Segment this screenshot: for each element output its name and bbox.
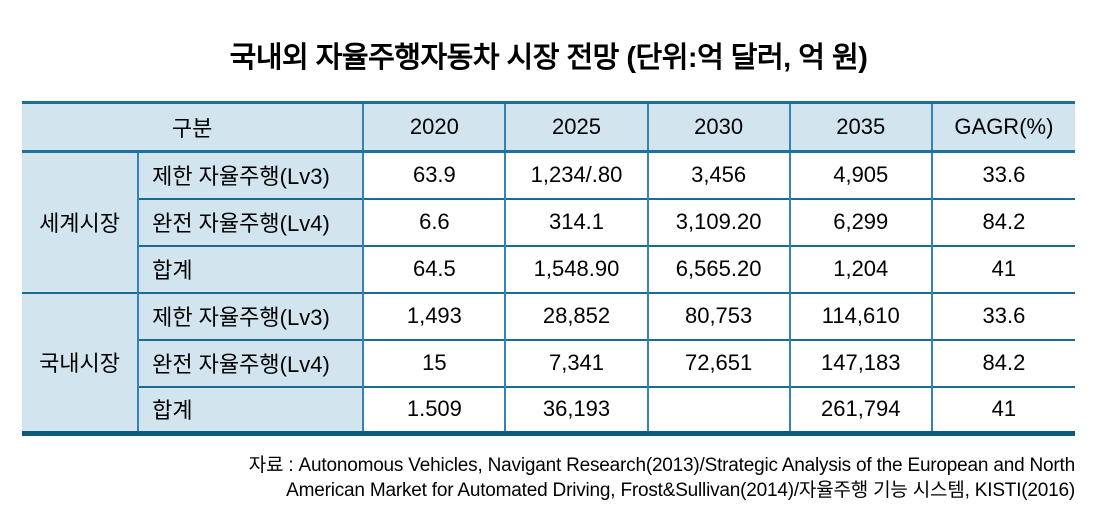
- header-row: 구분 2020 2025 2030 2035 GAGR(%): [22, 102, 1075, 153]
- cell-value: 1,234/.80: [504, 151, 648, 199]
- cell-value: 3,109.20: [646, 197, 790, 246]
- market-forecast-table: 구분 2020 2025 2030 2035 GAGR(%) 세계시장 제한 자…: [22, 101, 1075, 436]
- group-domestic-market: 국내시장 제한 자율주행(Lv3) 1,493 28,852 80,753 11…: [22, 291, 1075, 434]
- source-note: 자료 : Autonomous Vehicles, Navigant Resea…: [0, 453, 1097, 503]
- cell-value: 15: [362, 338, 506, 387]
- table-row: 세계시장 제한 자율주행(Lv3) 63.9 1,234/.80 3,456 4…: [22, 151, 1075, 293]
- cell-value: 80,753: [646, 291, 790, 340]
- header-cell-gagr: GAGR(%): [930, 102, 1075, 153]
- header-cell-2020: 2020: [362, 102, 506, 153]
- cell-value: 63.9: [362, 151, 506, 199]
- header-cell-gubun: 구분: [22, 102, 364, 153]
- cell-value: 41: [930, 244, 1075, 293]
- cell-value: 6,565.20: [646, 244, 790, 293]
- cell-value: 7,341: [504, 338, 648, 387]
- cell-value: 6,299: [788, 197, 932, 246]
- cell-value: 1.509: [362, 385, 506, 434]
- cell-value: 33.6: [930, 151, 1075, 199]
- source-line-1: 자료 : Autonomous Vehicles, Navigant Resea…: [248, 455, 1075, 476]
- header-cell-2025: 2025: [504, 102, 648, 153]
- cell-value: 4,905: [788, 151, 932, 199]
- cell-empty: [646, 385, 790, 434]
- cell-value: 114,610: [788, 291, 932, 340]
- cell-value: 36,193: [504, 385, 648, 434]
- cell-value: 72,651: [646, 338, 790, 387]
- cell-value: 28,852: [504, 291, 648, 340]
- table-row: 국내시장 제한 자율주행(Lv3) 1,493 28,852 80,753 11…: [22, 291, 1075, 434]
- cell-value: 1,548.90: [504, 244, 648, 293]
- header-cell-2030: 2030: [646, 102, 790, 153]
- row-label: 완전 자율주행(Lv4): [137, 197, 364, 246]
- table-row: 완전 자율주행(Lv4) 6.6 314.1 3,109.20 6,299 84…: [22, 197, 1075, 246]
- group-world-market: 세계시장 제한 자율주행(Lv3) 63.9 1,234/.80 3,456 4…: [22, 151, 1075, 293]
- header-cell-2035: 2035: [788, 102, 932, 153]
- cell-value: 1,204: [788, 244, 932, 293]
- cell-value: 41: [930, 385, 1075, 434]
- group-label-world: 세계시장: [22, 151, 139, 293]
- row-label: 제한 자율주행(Lv3): [137, 291, 364, 340]
- group-label-domestic: 국내시장: [22, 291, 139, 434]
- cell-value: 84.2: [930, 197, 1075, 246]
- cell-value: 3,456: [646, 151, 790, 199]
- cell-value: 6.6: [362, 197, 506, 246]
- cell-value: 1,493: [362, 291, 506, 340]
- cell-value: 261,794: [788, 385, 932, 434]
- cell-value: 314.1: [504, 197, 648, 246]
- row-label: 합계: [137, 244, 364, 293]
- row-label: 제한 자율주행(Lv3): [137, 151, 364, 199]
- source-line-2: American Market for Automated Driving, F…: [286, 480, 1075, 501]
- table-row: 완전 자율주행(Lv4) 15 7,341 72,651 147,183 84.…: [22, 338, 1075, 387]
- table-row: 합계 64.5 1,548.90 6,565.20 1,204 41: [22, 244, 1075, 293]
- table-row: 합계 1.509 36,193 261,794 41: [22, 385, 1075, 434]
- cell-value: 33.6: [930, 291, 1075, 340]
- row-label: 합계: [137, 385, 364, 434]
- cell-value: 64.5: [362, 244, 506, 293]
- cell-value: 84.2: [930, 338, 1075, 387]
- table-header: 구분 2020 2025 2030 2035 GAGR(%): [22, 102, 1075, 153]
- cell-value: 147,183: [788, 338, 932, 387]
- page-title: 국내외 자율주행자동차 시장 전망 (단위:억 달러, 억 원): [229, 42, 868, 74]
- row-label: 완전 자율주행(Lv4): [137, 338, 364, 387]
